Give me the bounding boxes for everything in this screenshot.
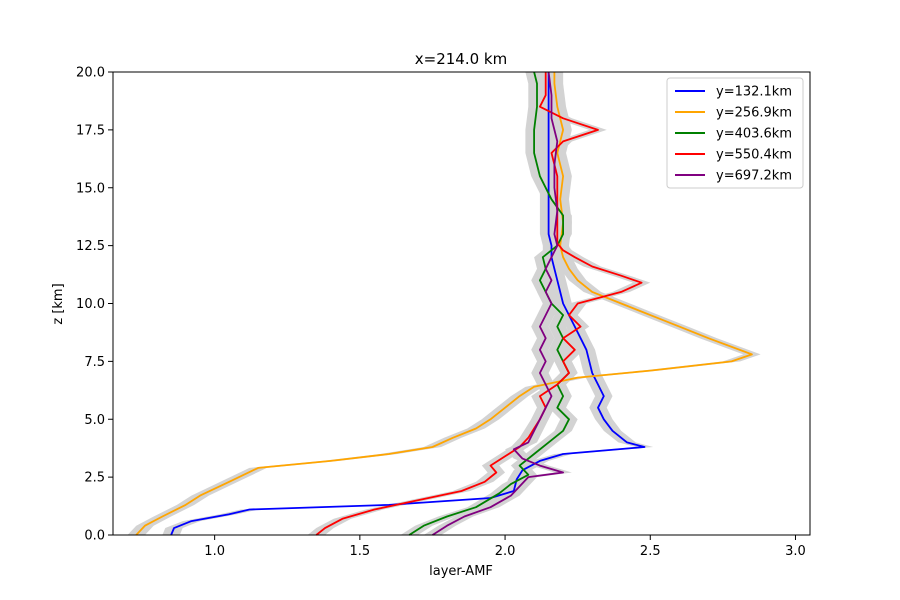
y-tick-label: 7.5	[84, 355, 105, 370]
chart-title: x=214.0 km	[415, 50, 507, 68]
x-tick-label: 3.0	[785, 544, 806, 559]
y-tick-label: 10.0	[76, 297, 105, 312]
x-tick-label: 1.5	[350, 544, 371, 559]
legend-entry: y=256.9km	[716, 106, 792, 121]
y-axis-label: z [km]	[51, 283, 66, 324]
y-axis-ticks: 0.0 2.5 5.0 7.5 10.0 12.5 15.0 17.5 20.0	[76, 66, 113, 544]
y-tick-label: 2.5	[84, 471, 105, 486]
y-tick-label: 20.0	[76, 66, 105, 81]
x-axis-ticks: 1.0 1.5 2.0 2.5 3.0	[204, 535, 806, 559]
series-line	[135, 72, 753, 536]
series-line	[432, 71, 564, 536]
y-tick-label: 0.0	[84, 529, 105, 544]
series-line	[315, 72, 643, 536]
x-axis-label: layer-AMF	[429, 564, 493, 579]
x-tick-label: 2.0	[495, 544, 516, 559]
series-line	[408, 71, 570, 536]
series-lines	[135, 71, 753, 536]
x-tick-label: 1.0	[204, 544, 225, 559]
y-tick-label: 17.5	[76, 123, 105, 138]
series-line	[170, 72, 646, 536]
legend-entry: y=550.4km	[716, 148, 792, 163]
x-tick-label: 2.5	[640, 544, 661, 559]
legend: y=132.1km y=256.9km y=403.6km y=550.4km y=69…	[666, 77, 804, 189]
uncertainty-band	[307, 72, 651, 535]
uncertainty-band	[423, 72, 572, 535]
legend-entry: y=403.6km	[716, 127, 792, 142]
plot-area	[127, 71, 761, 536]
y-tick-label: 15.0	[76, 181, 105, 196]
legend-box	[666, 77, 804, 189]
legend-entry: y=697.2km	[716, 169, 792, 184]
legend-entry: y=132.1km	[716, 85, 792, 100]
y-tick-label: 12.5	[76, 239, 105, 254]
y-tick-label: 5.0	[84, 413, 105, 428]
